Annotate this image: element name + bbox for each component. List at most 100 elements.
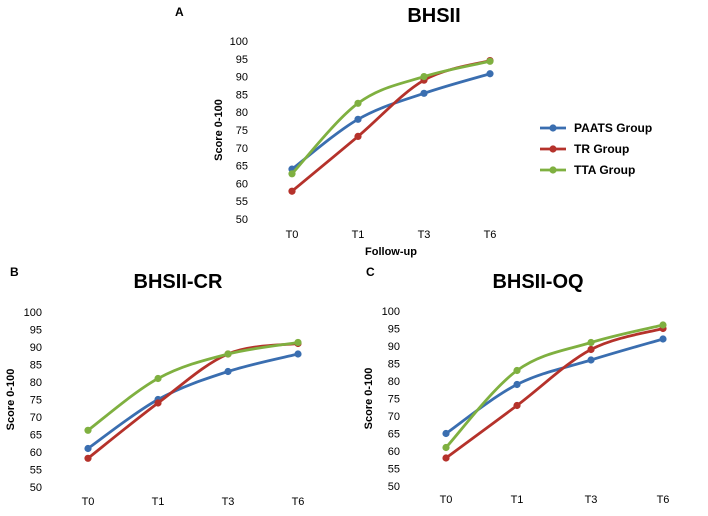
panel-b-letter: B <box>10 265 19 279</box>
panel-b-y-tick-65: 65 <box>30 430 42 442</box>
panel-c-point-paats-group-t3 <box>587 356 595 364</box>
panel-a-point-paats-group-t1 <box>354 115 362 123</box>
panel-b-x-tick-t6: T6 <box>292 496 305 508</box>
panel-b-x-tick-t1: T1 <box>152 496 165 508</box>
panel-a-point-tr-group-t1 <box>354 132 362 141</box>
panel-a-letter: A <box>175 5 184 19</box>
panel-a-y-tick-100: 100 <box>230 36 248 48</box>
panel-c-point-paats-group-t1 <box>513 380 521 389</box>
panel-b-point-paats-group-t6 <box>294 350 302 358</box>
panel-c-point-paats-group-t0 <box>442 429 450 438</box>
legend-label-paats-group: PAATS Group <box>574 121 652 135</box>
panel-c-y-tick-90: 90 <box>388 341 400 353</box>
panel-a-point-tta-group-t6 <box>486 57 494 65</box>
panel-a-x-tick-t3: T3 <box>418 229 431 241</box>
panel-b-point-tta-group-t3 <box>224 350 232 358</box>
panel-a-x-tick-t6: T6 <box>484 229 497 241</box>
panel-a-y-tick-80: 80 <box>236 107 248 119</box>
panel-c-letter: C <box>366 265 375 279</box>
panel-a-point-tta-group-t3 <box>420 73 428 81</box>
panel-c-point-tr-group-t3 <box>587 345 595 354</box>
panel-c-y-axis-label: Score 0-100 <box>363 368 375 430</box>
panel-b-x-tick-t3: T3 <box>222 496 235 508</box>
panel-c-point-paats-group-t6 <box>659 335 667 343</box>
panel-c-point-tr-group-t1 <box>513 401 521 410</box>
legend-swatch-marker-tta-group <box>549 166 557 174</box>
panel-c-y-tick-80: 80 <box>388 376 400 388</box>
panel-b-point-tr-group-t0 <box>84 454 92 462</box>
panel-a-point-paats-group-t6 <box>486 70 494 78</box>
panel-b-y-tick-55: 55 <box>30 465 42 477</box>
panel-a-x-tick-t0: T0 <box>286 229 299 241</box>
panel-a-x-tick-t1: T1 <box>352 229 365 241</box>
panel-a-y-tick-90: 90 <box>236 72 248 84</box>
panel-b-point-paats-group-t0 <box>84 444 92 453</box>
panel-c-title: BHSII-OQ <box>492 271 583 293</box>
panel-c-x-tick-t0: T0 <box>440 494 453 506</box>
panel-a-y-tick-50: 50 <box>236 214 248 226</box>
panel-c-point-tta-group-t6 <box>659 321 667 329</box>
panel-b-point-tta-group-t0 <box>84 426 92 434</box>
panel-c-y-tick-85: 85 <box>388 359 400 371</box>
panel-a-point-tta-group-t1 <box>354 99 362 107</box>
panel-c-chart: C BHSII-OQ 50 55 60 65 70 75 80 85 90 95 100 T0 T1 T3 T6… <box>363 265 669 506</box>
panel-a-series-line-paats-group <box>290 72 492 171</box>
panel-a-x-axis-label: Follow-up <box>365 246 417 258</box>
panel-c-x-tick-t3: T3 <box>585 494 598 506</box>
panel-a-title: BHSII <box>407 5 460 27</box>
panel-b-series-line-paats-group <box>86 352 300 450</box>
panel-b-y-tick-75: 75 <box>30 395 42 407</box>
legend-swatch-marker-tr-group <box>549 145 557 153</box>
panel-b-y-tick-60: 60 <box>30 447 42 459</box>
panel-c-point-tta-group-t1 <box>513 366 521 375</box>
panel-c-series-line-tta-group <box>444 323 665 449</box>
panel-a-chart: A BHSII 50 55 60 65 70 75 80 85 90 95 100 T0 T1 T3 T6 Sco… <box>175 5 496 258</box>
panel-a-y-tick-85: 85 <box>236 89 248 101</box>
panel-a-y-tick-95: 95 <box>236 54 248 66</box>
panel-a-y-axis-label: Score 0-100 <box>213 99 225 161</box>
panel-b-y-tick-50: 50 <box>30 482 42 494</box>
panel-c-y-tick-100: 100 <box>382 306 400 318</box>
panel-c-point-tr-group-t0 <box>442 454 450 462</box>
panel-b-y-tick-70: 70 <box>30 412 42 424</box>
panel-b-y-tick-95: 95 <box>30 325 42 337</box>
panel-b-y-tick-80: 80 <box>30 377 42 389</box>
panel-b-y-tick-85: 85 <box>30 360 42 372</box>
panel-a-y-tick-55: 55 <box>236 196 248 208</box>
panel-a-point-tta-group-t0 <box>288 170 296 178</box>
panel-b-title: BHSII-CR <box>134 271 223 293</box>
panel-a-y-tick-65: 65 <box>236 161 248 173</box>
panel-c-x-tick-t1: T1 <box>511 494 524 506</box>
panel-a-point-tr-group-t0 <box>288 187 296 195</box>
panel-c-y-tick-95: 95 <box>388 324 400 336</box>
legend-label-tta-group: TTA Group <box>574 163 635 177</box>
panel-a-point-paats-group-t3 <box>420 89 428 97</box>
legend-label-tr-group: TR Group <box>574 142 629 156</box>
panel-a-series-line-tr-group <box>290 59 492 193</box>
panel-c-y-tick-50: 50 <box>388 481 400 493</box>
panel-c-y-tick-65: 65 <box>388 429 400 441</box>
panel-b-point-tta-group-t1 <box>154 374 162 383</box>
panel-b-chart: B BHSII-CR 50 55 60 65 70 75 80 85 90 95 100 T0 T1 T3 T6… <box>5 265 304 508</box>
legend-swatch-marker-paats-group <box>549 124 557 132</box>
legend: PAATS Group TR Group TTA Group <box>540 121 652 177</box>
panel-a-y-tick-70: 70 <box>236 143 248 155</box>
panel-b-point-paats-group-t3 <box>224 367 232 376</box>
panel-c-series-line-tr-group <box>444 327 665 460</box>
panel-b-y-axis-label: Score 0-100 <box>5 369 17 431</box>
panel-c-point-tta-group-t0 <box>442 443 450 452</box>
panel-c-point-tta-group-t3 <box>587 338 595 347</box>
panel-b-y-tick-100: 100 <box>24 307 42 319</box>
panel-c-y-tick-60: 60 <box>388 446 400 458</box>
panel-a-y-tick-60: 60 <box>236 178 248 190</box>
panel-b-point-tr-group-t1 <box>154 399 162 407</box>
panel-c-y-tick-55: 55 <box>388 464 400 476</box>
panel-a-series-line-tta-group <box>290 59 492 176</box>
panel-a-y-tick-75: 75 <box>236 125 248 137</box>
panel-c-x-tick-t6: T6 <box>657 494 670 506</box>
panel-b-series-line-tta-group <box>86 341 300 432</box>
panel-c-y-tick-70: 70 <box>388 411 400 423</box>
panel-b-y-tick-90: 90 <box>30 342 42 354</box>
panel-b-point-tta-group-t6 <box>294 338 302 347</box>
